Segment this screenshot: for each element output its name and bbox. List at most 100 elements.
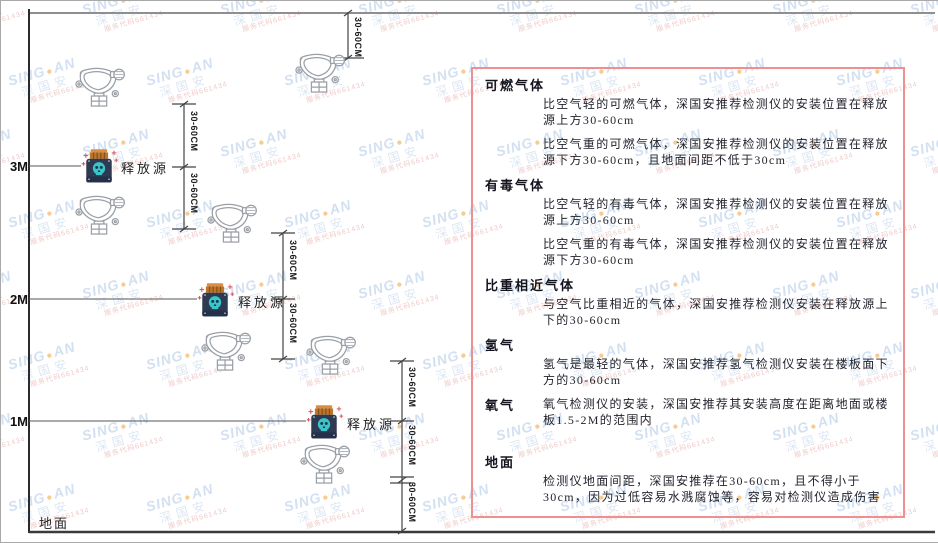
section-paragraph: 检测仪地面间距，深国安推荐在30-60cm，且不得小于30cm，因为过低容易水溅… — [543, 474, 881, 504]
brand-watermark: SING●AN 深国安 服务代码661434 — [281, 480, 367, 536]
brand-watermark-logo: SING●AN — [281, 196, 354, 231]
brand-watermark-logo: SING●AN — [79, 409, 152, 444]
section-toxic: 有毒气体 比空气轻的有毒气体，深国安推荐检测仪的安装位置在释放源上方30-60c… — [485, 177, 891, 268]
brand-watermark-code: 服务代码661434 — [0, 435, 27, 460]
dim-label: 30-60CM — [288, 240, 298, 281]
brand-watermark-company: 深国安 — [94, 426, 147, 455]
brand-watermark-company: 深国安 — [922, 0, 938, 29]
logo-dot-icon: ● — [119, 136, 129, 150]
logo-dot-icon: ● — [183, 491, 193, 505]
brand-watermark-company: 深国安 — [296, 497, 349, 526]
section-paragraph: 氢气是最轻的气体，深国安推荐氢气检测仪安装在楼板面下方的30-60cm — [543, 357, 889, 387]
brand-watermark-code: 服务代码661434 — [103, 293, 165, 318]
brand-watermark-logo: SING●AN — [281, 480, 354, 515]
section-paragraph: 比空气重的有毒气体，深国安推荐检测仪的安装位置在释放源下方30-60cm — [543, 237, 889, 267]
section-oxygen: 氧气 氧气检测仪的安装，深国安推荐其安装高度在距离地面或楼板1.5-2M的范围内 — [485, 397, 891, 437]
brand-watermark-code: 服务代码661434 — [793, 9, 855, 34]
brand-watermark-company: 深国安 — [232, 0, 285, 29]
brand-watermark-company: 深国安 — [922, 426, 938, 455]
brand-watermark-logo: SING●AN — [355, 125, 428, 160]
brand-watermark-company: 深国安 — [158, 71, 211, 100]
dim-label: 30-60CM — [189, 111, 199, 152]
logo-dot-icon: ● — [321, 491, 331, 505]
brand-watermark: SING●AN 深国安 服务代码661434 — [908, 267, 938, 323]
brand-watermark-company: 深国安 — [646, 0, 699, 29]
logo-dot-icon: ● — [45, 207, 55, 221]
section-title: 氧气 — [485, 398, 516, 413]
logo-dot-icon: ● — [395, 0, 405, 8]
brand-watermark-company: 深国安 — [94, 0, 147, 29]
ground-label: 地面 — [39, 516, 70, 531]
brand-watermark-logo: SING●AN — [770, 1, 849, 19]
brand-watermark-code: 服务代码661434 — [379, 9, 441, 34]
release-source-label: 释放源 — [121, 161, 170, 176]
brand-watermark-logo: SING●AN — [355, 267, 428, 302]
brand-watermark-company: 深国安 — [370, 0, 423, 29]
brand-watermark: SING●AN 深国安 服务代码661434 — [907, 125, 938, 181]
brand-watermark-logo: SING●AN — [494, 0, 573, 19]
logo-dot-icon: ● — [119, 0, 129, 8]
logo-dot-icon: ● — [459, 349, 469, 363]
logo-dot-icon: ● — [183, 349, 193, 363]
brand-watermark: SING●AN 深国安 服务代码661434 — [144, 54, 229, 110]
brand-watermark-code: 服务代码661434 — [241, 435, 303, 460]
brand-watermark-logo: SING●AN — [79, 267, 152, 302]
logo-dot-icon: ● — [395, 278, 405, 292]
logo-dot-icon: ● — [45, 491, 55, 505]
brand-watermark-logo: SING●AN — [907, 0, 938, 18]
logo-dot-icon: ● — [119, 278, 129, 292]
dim-label: 30-60CM — [407, 425, 417, 466]
axis-label-1m: 1M — [9, 414, 28, 429]
brand-watermark-logo: SING●AN — [5, 338, 78, 373]
release-source-icon — [81, 149, 119, 183]
brand-watermark-logo: SING●AN — [5, 480, 78, 515]
brand-watermark-logo: SING●AN — [356, 0, 435, 19]
brand-watermark: SING●AN 深国安 服务代码661434 — [218, 125, 303, 181]
gas-detector-icon — [75, 67, 125, 107]
logo-dot-icon: ● — [257, 420, 267, 434]
brand-watermark-company: 深国安 — [370, 284, 423, 313]
section-title: 有毒气体 — [485, 178, 546, 193]
brand-watermark-company: 深国安 — [158, 497, 211, 526]
brand-watermark-logo: SING●AN — [0, 125, 14, 147]
guideline-panel: 可燃气体 比空气轻的可燃气体，深国安推荐检测仪的安装位置在释放源上方30-60c… — [471, 67, 905, 518]
brand-watermark-code: 服务代码661434 — [379, 151, 441, 176]
brand-watermark-code: 服务代码661434 — [379, 293, 441, 318]
brand-watermark-company: 深国安 — [922, 284, 938, 313]
brand-watermark: SING●AN 深国安 服务代码661434 — [218, 409, 303, 465]
brand-watermark-code: 服务代码661434 — [305, 506, 367, 531]
brand-watermark-code: 服务代码661434 — [931, 9, 938, 34]
logo-dot-icon: ● — [45, 349, 55, 363]
brand-watermark-company: 深国安 — [94, 284, 147, 313]
brand-watermark-logo: SING●AN — [80, 0, 159, 19]
logo-dot-icon: ● — [533, 0, 543, 8]
gas-detector-icon — [207, 203, 257, 243]
logo-dot-icon: ● — [183, 65, 193, 79]
logo-dot-icon: ● — [459, 207, 469, 221]
section-title: 可燃气体 — [485, 78, 546, 93]
brand-watermark-logo: SING●AN — [907, 133, 938, 160]
gas-detector-icon — [300, 444, 350, 484]
gas-detector-icon — [306, 335, 356, 375]
brand-watermark-code: 服务代码661434 — [103, 435, 165, 460]
brand-watermark-company: 深国安 — [232, 142, 285, 171]
section-title: 比重相近气体 — [485, 278, 576, 293]
logo-dot-icon: ● — [395, 420, 405, 434]
section-paragraph: 氧气检测仪的安装，深国安推荐其安装高度在距离地面或楼板1.5-2M的范围内 — [543, 397, 889, 427]
dim-label: 30-60CM — [288, 303, 298, 344]
brand-watermark-logo: SING●AN — [1, 1, 21, 19]
section-paragraph: 比空气重的可燃气体，深国安推荐检测仪的安装位置在释放源下方30-60cm，且地面… — [543, 137, 889, 167]
brand-watermark: SING●AN 深国安 服务代码661434 — [494, 0, 579, 39]
section-similar-density: 比重相近气体 与空气比重相近的气体，深国安推荐检测仪安装在释放源上下的30-60… — [485, 277, 891, 328]
logo-dot-icon: ● — [395, 136, 405, 150]
dim-label: 30-60CM — [189, 173, 199, 214]
brand-watermark: SING●AN 深国安 服务代码661434 — [632, 0, 717, 39]
logo-dot-icon: ● — [459, 491, 469, 505]
brand-watermark-company: 深国安 — [370, 142, 423, 171]
section-title: 地面 — [485, 455, 516, 470]
brand-watermark-logo: SING●AN — [907, 417, 938, 444]
release-source-label: 释放源 — [347, 417, 396, 432]
gas-detector-icon — [295, 53, 345, 93]
dim-label: 30-60CM — [353, 17, 363, 58]
